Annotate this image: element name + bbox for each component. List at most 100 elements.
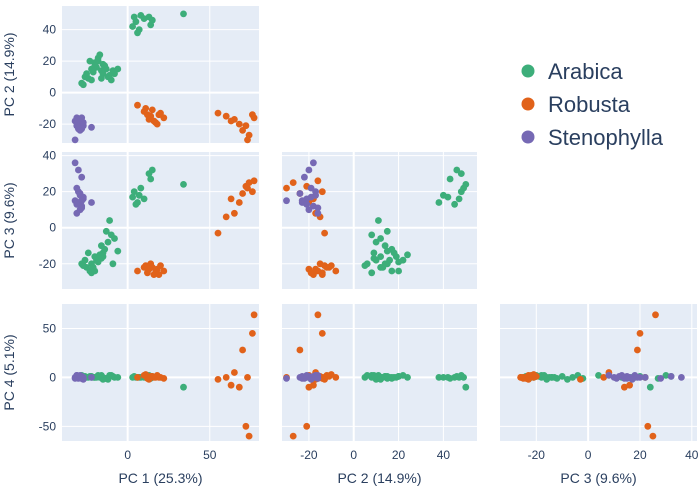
point-stenophylla — [73, 209, 81, 217]
point-stenophylla — [623, 375, 631, 382]
y-tick-label: 50 — [43, 321, 57, 335]
point-arabica — [370, 255, 378, 262]
point-stenophylla — [634, 374, 641, 381]
point-arabica — [98, 255, 105, 262]
point-stenophylla — [78, 114, 86, 122]
point-robusta — [145, 265, 153, 273]
point-stenophylla — [303, 372, 311, 379]
point-robusta — [517, 374, 525, 381]
legend-marker-robusta[interactable] — [521, 97, 535, 111]
point-arabica — [81, 256, 89, 264]
x-axis-title-pc2: PC 2 (14.9%) — [337, 470, 421, 486]
point-arabica — [96, 51, 104, 59]
point-arabica — [109, 260, 117, 268]
point-robusta — [283, 184, 290, 192]
point-robusta — [250, 114, 258, 122]
x-tick-label: 0 — [124, 448, 131, 462]
point-arabica — [370, 249, 378, 257]
point-arabica — [383, 227, 391, 235]
point-arabica — [440, 191, 447, 199]
point-robusta — [242, 422, 250, 430]
point-arabica — [558, 373, 566, 380]
y-tick-label: 0 — [49, 221, 56, 235]
panel-pc2-vs-pc4: -20 0 20 40 — [282, 304, 477, 462]
y-tick-label: 40 — [43, 23, 57, 37]
point-robusta — [227, 381, 235, 389]
point-robusta — [222, 213, 230, 221]
point-arabica — [102, 65, 110, 73]
point-stenophylla — [78, 197, 86, 205]
point-arabica — [84, 249, 92, 257]
point-stenophylla — [312, 188, 319, 196]
point-arabica — [89, 68, 97, 76]
point-robusta — [530, 371, 538, 378]
point-arabica — [375, 217, 382, 224]
legend-marker-arabica[interactable] — [521, 64, 535, 78]
point-robusta — [231, 369, 238, 376]
point-arabica — [370, 372, 378, 379]
point-robusta — [250, 177, 258, 185]
point-robusta — [636, 330, 644, 337]
point-robusta — [222, 374, 230, 381]
point-robusta — [235, 199, 243, 206]
point-robusta — [332, 267, 340, 275]
point-stenophylla — [296, 374, 304, 381]
point-robusta — [244, 374, 251, 381]
point-stenophylla — [75, 166, 82, 174]
point-robusta — [142, 105, 150, 112]
y-tick-label: -50 — [39, 419, 57, 433]
point-arabica — [91, 62, 99, 70]
point-arabica — [595, 372, 602, 379]
point-arabica — [137, 184, 145, 192]
point-arabica — [368, 231, 376, 239]
point-arabica — [148, 166, 156, 174]
panel-pc3-vs-pc4: -20 0 20 40 — [500, 304, 699, 462]
legend-marker-stenophylla[interactable] — [521, 130, 535, 144]
y-tick-label: 20 — [43, 185, 57, 199]
point-stenophylla — [76, 190, 84, 197]
point-arabica — [134, 199, 141, 206]
point-arabica — [381, 242, 389, 250]
point-robusta — [318, 271, 326, 278]
point-stenophylla — [605, 372, 613, 379]
point-arabica — [361, 374, 369, 381]
point-arabica — [377, 253, 384, 260]
point-arabica — [129, 23, 137, 30]
point-robusta — [249, 330, 256, 337]
point-arabica — [98, 75, 105, 82]
point-arabica — [106, 217, 113, 224]
point-robusta — [626, 381, 633, 389]
point-arabica — [381, 260, 389, 268]
point-arabica — [98, 372, 105, 379]
point-stenophylla — [314, 209, 322, 217]
point-robusta — [235, 383, 243, 391]
legend-label-robusta[interactable]: Robusta — [548, 92, 631, 117]
point-robusta — [142, 371, 150, 378]
point-stenophylla — [303, 200, 311, 208]
legend-label-stenophylla[interactable]: Stenophylla — [548, 125, 664, 150]
point-arabica — [129, 193, 137, 201]
point-arabica — [79, 262, 87, 269]
legend-label-arabica[interactable]: Arabica — [548, 59, 623, 84]
legend: Arabica Robusta Stenophylla — [521, 59, 664, 150]
point-stenophylla — [283, 197, 290, 205]
panel-pc2-vs-pc3 — [282, 152, 477, 289]
point-stenophylla — [73, 200, 81, 208]
point-stenophylla — [678, 374, 685, 381]
point-stenophylla — [301, 173, 308, 181]
x-tick-label: 20 — [633, 448, 647, 462]
point-stenophylla — [618, 372, 626, 379]
point-robusta — [249, 188, 256, 196]
point-robusta — [314, 177, 322, 185]
point-robusta — [244, 184, 251, 192]
point-stenophylla — [613, 375, 620, 382]
x-tick-label: 0 — [350, 448, 357, 462]
point-robusta — [250, 311, 258, 319]
point-arabica — [551, 374, 558, 381]
point-arabica — [462, 383, 470, 391]
point-stenophylla — [628, 376, 636, 383]
point-arabica — [180, 181, 187, 188]
point-robusta — [214, 229, 222, 237]
y-tick-label: -20 — [39, 117, 57, 131]
point-robusta — [242, 122, 250, 130]
